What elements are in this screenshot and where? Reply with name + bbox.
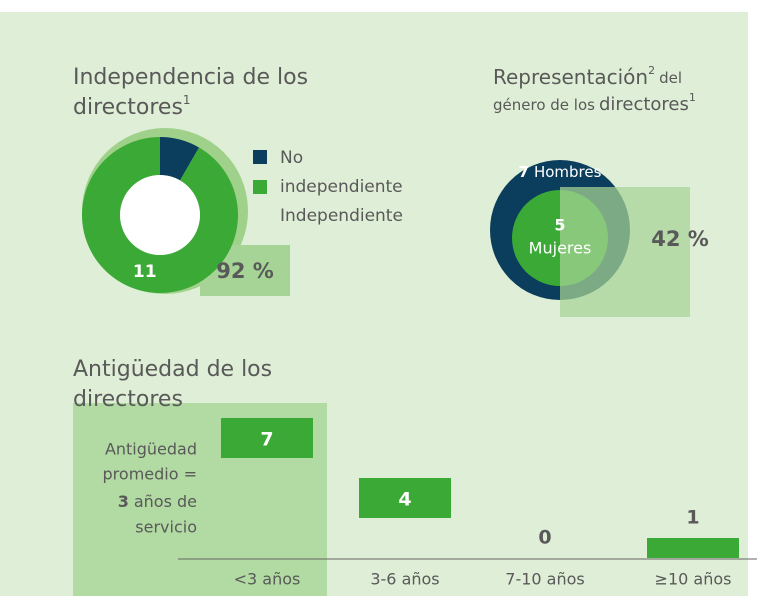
- bar: [221, 418, 313, 458]
- annotation: promedio =: [103, 465, 197, 484]
- slice-label: 1: [162, 153, 174, 173]
- circle-label-part: Hombres: [534, 163, 602, 181]
- annotation: 3 años de: [118, 492, 197, 511]
- legend-swatch: [253, 180, 267, 194]
- donut-slice: [82, 137, 239, 293]
- circle-value: 5: [554, 216, 565, 235]
- annotation: servicio: [135, 518, 197, 537]
- chart-title: Independencia de los: [73, 65, 308, 90]
- percent-label: 92 %: [216, 259, 274, 283]
- chart-title-part: 1: [689, 91, 696, 104]
- legend-swatch: [253, 150, 267, 164]
- percent-label: 42 %: [651, 227, 709, 251]
- chart-title-part: directores: [599, 94, 689, 115]
- slice-label: 11: [133, 262, 157, 282]
- chart-title-part: género de los: [493, 96, 595, 114]
- donut-slice: [160, 137, 199, 181]
- chart-title-part: Representación: [493, 65, 648, 89]
- chart-title: Antigüedad de los: [73, 357, 272, 382]
- chart-title: directores1: [73, 93, 191, 121]
- x-tick-label: 3-6 años: [370, 570, 439, 589]
- bar: [359, 478, 451, 518]
- annotation-part: años de: [134, 492, 197, 511]
- x-tick-label: ≥10 años: [655, 570, 732, 589]
- x-tick-label: <3 años: [234, 570, 301, 589]
- chart-title: género de los directores1: [493, 91, 696, 115]
- chart-title-part: 1: [183, 93, 191, 107]
- value-label: 0: [538, 527, 551, 549]
- donut-hole: [120, 175, 200, 255]
- value-label: 7: [260, 429, 273, 451]
- value-label: 4: [398, 489, 411, 511]
- circle-label-part: 7: [519, 163, 529, 181]
- legend-label: No: [280, 148, 303, 168]
- chart-title-part: 2: [648, 64, 655, 77]
- chart-title: directores: [73, 387, 183, 412]
- chart-title: Representación2 del: [493, 64, 682, 89]
- circle-label: Mujeres: [529, 239, 592, 258]
- percent-box: [560, 187, 690, 317]
- chart-title-part: Independencia de los: [73, 65, 308, 90]
- legend-label: independiente: [280, 177, 403, 197]
- circle-label: 7 Hombres: [519, 163, 602, 181]
- annotation-part: 3: [118, 492, 129, 511]
- annotation: Antigüedad: [105, 440, 197, 459]
- x-tick-label: 7-10 años: [505, 570, 584, 589]
- value-label: 1: [686, 507, 699, 529]
- chart-title-part: del: [659, 69, 682, 87]
- bar: [647, 538, 739, 558]
- chart-title-part: directores: [73, 95, 183, 120]
- legend-label: Independiente: [280, 206, 403, 226]
